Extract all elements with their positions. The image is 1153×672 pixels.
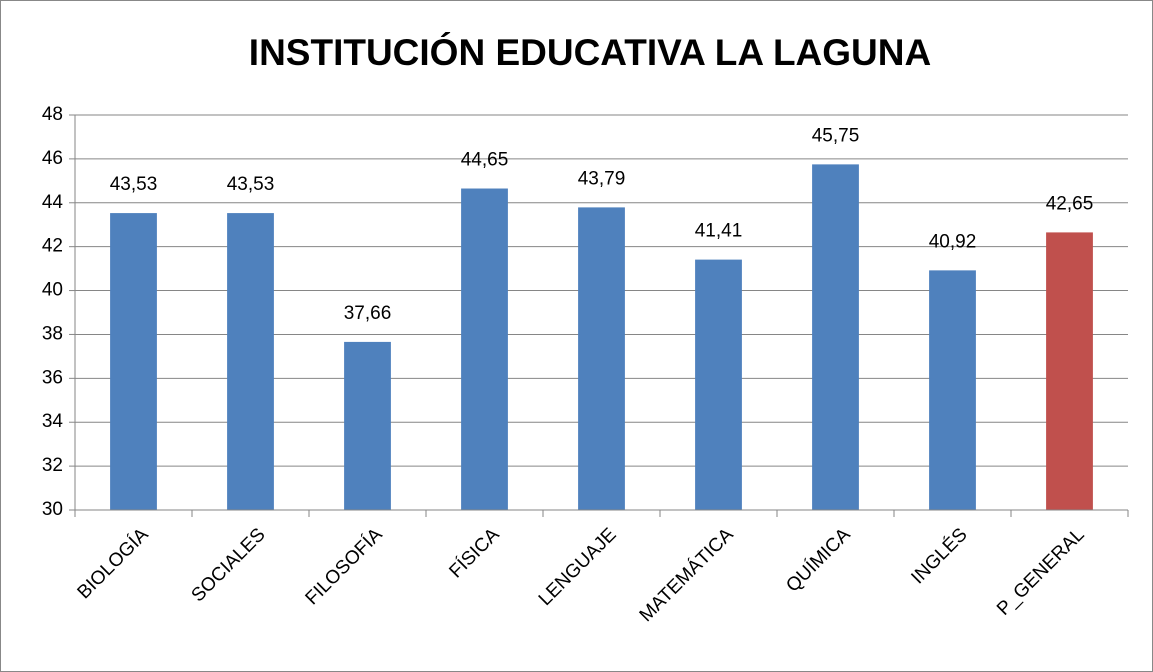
- bar: [461, 188, 508, 510]
- y-tick-label: 46: [42, 148, 63, 169]
- y-tick-label: 34: [42, 411, 64, 432]
- bar: [344, 341, 391, 510]
- chart-title: INSTITUCIÓN EDUCATIVA LA LAGUNA: [249, 31, 931, 73]
- bar: [929, 270, 976, 510]
- y-tick-label: 30: [42, 499, 63, 520]
- bar: [695, 259, 742, 510]
- data-label: 45,75: [812, 125, 860, 146]
- bar: [578, 207, 625, 510]
- data-label: 44,65: [461, 150, 509, 171]
- y-tick-label: 36: [42, 367, 63, 388]
- data-label: 43,53: [110, 174, 158, 195]
- bar: [1046, 232, 1093, 510]
- data-label: 37,66: [344, 303, 392, 324]
- y-tick-label: 42: [42, 236, 63, 257]
- data-label: 41,41: [695, 221, 743, 242]
- y-tick-label: 40: [42, 280, 63, 301]
- bar: [812, 164, 859, 510]
- data-label: 42,65: [1046, 193, 1094, 214]
- y-tick-label: 38: [42, 323, 63, 344]
- y-tick-label: 44: [42, 192, 64, 213]
- bar: [110, 213, 157, 510]
- bar: [227, 213, 274, 510]
- data-label: 43,53: [227, 174, 275, 195]
- y-tick-label: 32: [42, 455, 63, 476]
- data-label: 43,79: [578, 168, 626, 189]
- y-tick-label: 48: [42, 104, 63, 125]
- data-label: 40,92: [929, 231, 977, 252]
